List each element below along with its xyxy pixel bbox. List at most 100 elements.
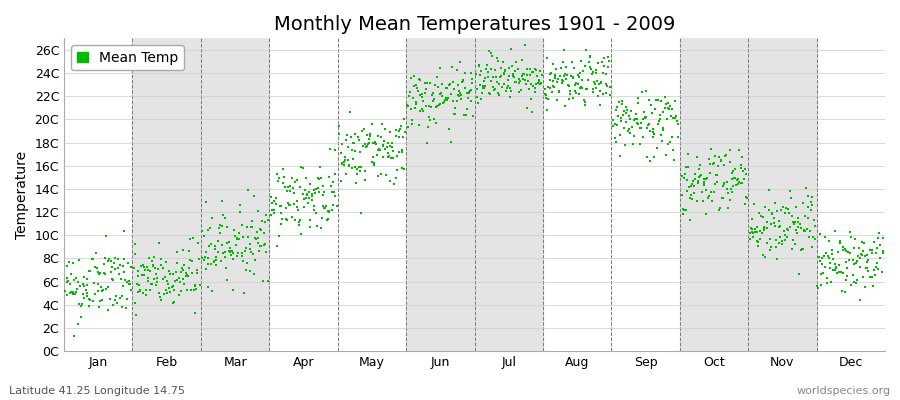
Point: [544, 70, 558, 76]
Point: [170, 277, 184, 284]
Point: [832, 262, 846, 269]
Title: Monthly Mean Temperatures 1901 - 2009: Monthly Mean Temperatures 1901 - 2009: [274, 15, 675, 34]
Point: [352, 137, 366, 143]
Point: [516, 76, 530, 82]
Point: [431, 102, 446, 108]
Point: [841, 248, 855, 255]
Point: [358, 177, 373, 184]
Point: [596, 91, 610, 98]
Point: [308, 190, 322, 196]
Point: [453, 89, 467, 96]
Point: [693, 173, 707, 180]
Point: [82, 303, 96, 310]
Point: [104, 276, 119, 282]
Point: [122, 280, 137, 287]
Point: [648, 106, 662, 112]
Point: [318, 205, 332, 212]
Point: [176, 276, 190, 282]
Point: [497, 81, 511, 87]
Point: [629, 116, 643, 122]
Point: [377, 146, 392, 152]
Point: [638, 114, 652, 121]
Point: [840, 273, 854, 280]
Point: [104, 264, 119, 270]
Point: [444, 90, 458, 97]
Point: [345, 147, 359, 153]
Point: [791, 224, 806, 230]
Point: [201, 227, 215, 234]
Point: [633, 124, 647, 131]
Point: [798, 213, 813, 219]
Bar: [201, 38, 269, 351]
Point: [190, 270, 204, 276]
Point: [566, 95, 580, 102]
Point: [384, 144, 399, 150]
Point: [362, 136, 376, 142]
Point: [674, 192, 688, 199]
Point: [177, 280, 192, 287]
Point: [208, 246, 222, 252]
Point: [634, 89, 649, 95]
Point: [337, 162, 351, 168]
Point: [819, 280, 833, 286]
Point: [141, 275, 156, 281]
Point: [521, 78, 535, 84]
Point: [705, 198, 719, 204]
Point: [646, 126, 661, 132]
Point: [540, 55, 554, 62]
Point: [85, 256, 99, 262]
Point: [360, 143, 374, 150]
Point: [393, 122, 408, 129]
Point: [109, 293, 123, 300]
Point: [328, 189, 342, 196]
Point: [578, 102, 592, 108]
Point: [104, 268, 118, 275]
Point: [274, 221, 288, 227]
Point: [690, 154, 705, 160]
Point: [254, 243, 268, 249]
Point: [446, 79, 461, 85]
Point: [856, 274, 870, 280]
Point: [452, 88, 466, 94]
Point: [713, 205, 727, 212]
Point: [274, 203, 288, 209]
Point: [106, 302, 121, 308]
Point: [259, 249, 274, 255]
Point: [510, 66, 525, 72]
Point: [397, 116, 411, 122]
Point: [832, 240, 847, 246]
Point: [802, 234, 816, 240]
Point: [267, 206, 282, 213]
Point: [138, 266, 152, 273]
Point: [381, 139, 395, 146]
Point: [825, 267, 840, 273]
Point: [582, 52, 597, 59]
Point: [284, 175, 299, 182]
Point: [123, 264, 138, 271]
Point: [93, 298, 107, 304]
Point: [597, 54, 611, 61]
Point: [321, 209, 336, 215]
Point: [302, 188, 317, 195]
Point: [302, 195, 316, 201]
Point: [547, 75, 562, 81]
Point: [287, 190, 302, 196]
Point: [76, 281, 90, 287]
Point: [185, 235, 200, 241]
Point: [590, 77, 604, 84]
Point: [731, 176, 745, 182]
Point: [320, 208, 335, 214]
Point: [875, 269, 889, 275]
Point: [687, 183, 701, 189]
Point: [781, 209, 796, 216]
Point: [457, 112, 472, 118]
Point: [830, 269, 844, 276]
Point: [89, 265, 104, 272]
Point: [285, 214, 300, 220]
Point: [234, 253, 248, 260]
Point: [493, 73, 508, 80]
Point: [219, 265, 233, 272]
Point: [120, 279, 134, 286]
Point: [133, 286, 148, 293]
Point: [495, 58, 509, 65]
